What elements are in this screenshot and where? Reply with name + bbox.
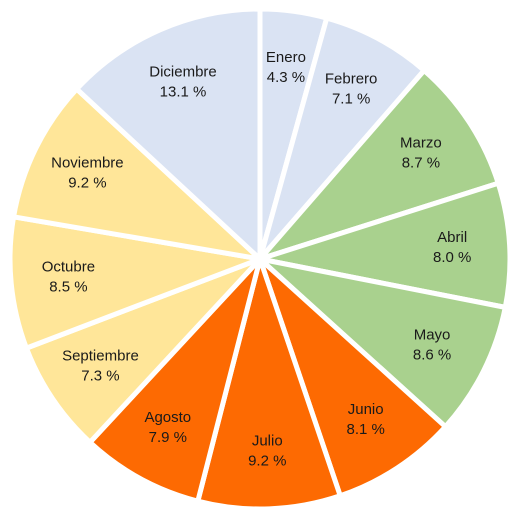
slice-label: Junio bbox=[348, 401, 384, 418]
slice-label: Julio bbox=[252, 432, 283, 449]
slice-value-label: 4.3 % bbox=[267, 69, 305, 86]
slice-label: Marzo bbox=[400, 134, 442, 151]
slice-value-label: 8.1 % bbox=[347, 421, 385, 438]
slice-value-label: 9.2 % bbox=[248, 452, 286, 469]
pie-slice bbox=[74, 6, 263, 262]
slice-value-label: 8.5 % bbox=[49, 279, 87, 296]
slice-label: Octubre bbox=[42, 259, 95, 276]
slice-value-label: 8.6 % bbox=[413, 346, 451, 363]
slice-label: Febrero bbox=[325, 70, 378, 87]
slice-value-label: 8.0 % bbox=[433, 249, 471, 266]
slice-label: Septiembre bbox=[62, 348, 139, 365]
pie-slice bbox=[11, 86, 263, 262]
slice-value-label: 7.1 % bbox=[332, 90, 370, 107]
pie-slice bbox=[195, 256, 343, 510]
slice-label: Enero bbox=[266, 49, 306, 66]
pie-slice bbox=[87, 256, 263, 504]
pie-slice bbox=[257, 256, 448, 499]
slice-label: Diciembre bbox=[149, 64, 217, 81]
pie-slice bbox=[257, 256, 508, 430]
slice-label: Agosto bbox=[144, 409, 191, 426]
slice-value-label: 9.2 % bbox=[68, 175, 106, 192]
pie-slice bbox=[257, 67, 501, 262]
slice-value-label: 8.7 % bbox=[402, 154, 440, 171]
slice-label: Mayo bbox=[414, 326, 451, 343]
slice-value-label: 13.1 % bbox=[160, 84, 207, 101]
slice-label: Abril bbox=[437, 229, 467, 246]
slice-label: Noviembre bbox=[51, 155, 124, 172]
slice-value-label: 7.9 % bbox=[149, 429, 187, 446]
pie-slice bbox=[257, 180, 509, 310]
slice-value-label: 7.3 % bbox=[81, 368, 119, 385]
